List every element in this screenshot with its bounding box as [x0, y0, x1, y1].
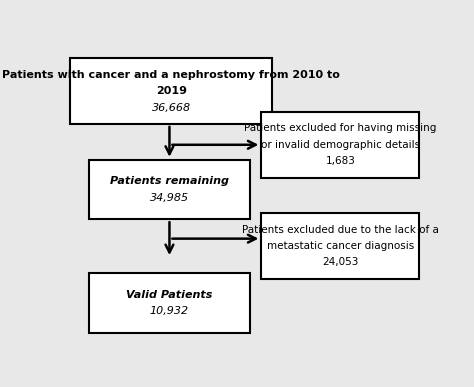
Bar: [261, 112, 419, 178]
Text: 2019: 2019: [156, 86, 187, 96]
Text: metastatic cancer diagnosis: metastatic cancer diagnosis: [267, 241, 414, 251]
Bar: [89, 160, 250, 219]
Text: Patients remaining: Patients remaining: [110, 176, 229, 186]
Bar: [89, 273, 250, 332]
Text: Patients excluded due to the lack of a: Patients excluded due to the lack of a: [242, 225, 439, 235]
Text: 24,053: 24,053: [322, 257, 358, 267]
Text: 34,985: 34,985: [150, 193, 189, 203]
Text: 36,668: 36,668: [152, 103, 191, 113]
Text: 10,932: 10,932: [150, 306, 189, 316]
Text: Patients with cancer and a nephrostomy from 2010 to: Patients with cancer and a nephrostomy f…: [2, 70, 340, 80]
Text: or invalid demographic details: or invalid demographic details: [261, 140, 420, 150]
Text: Patients excluded for having missing: Patients excluded for having missing: [244, 123, 437, 134]
Text: 1,683: 1,683: [325, 156, 355, 166]
Text: Valid Patients: Valid Patients: [126, 289, 213, 300]
Bar: [261, 213, 419, 279]
Bar: [70, 58, 272, 124]
